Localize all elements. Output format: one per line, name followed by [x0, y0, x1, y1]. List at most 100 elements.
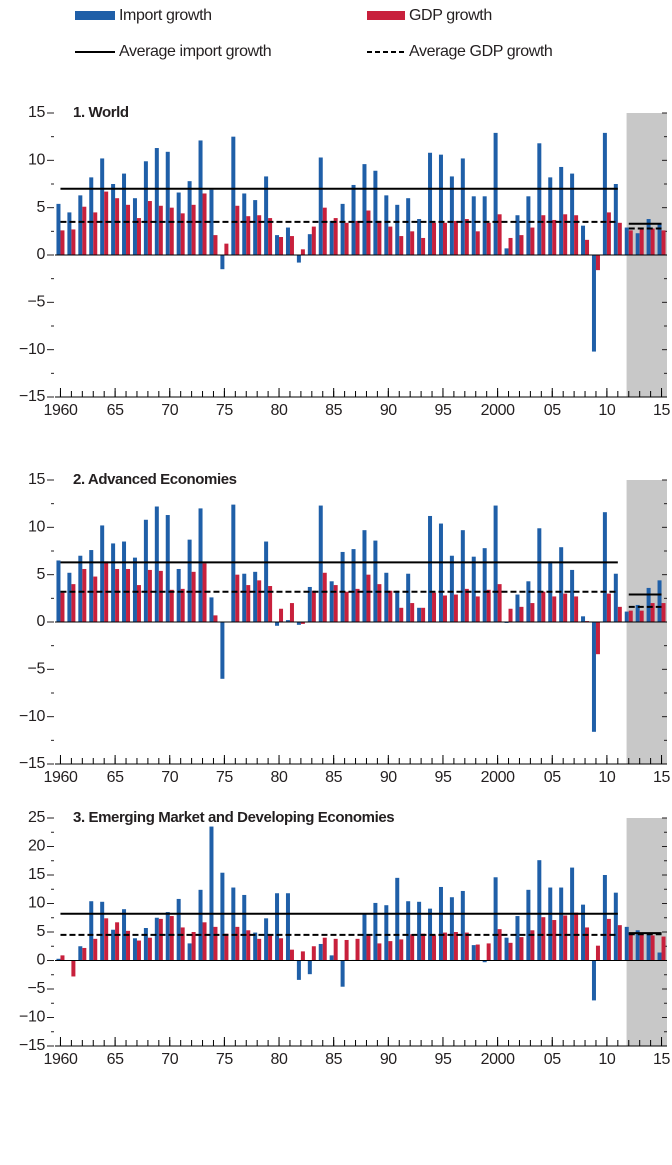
x-tick-label: 1960 — [43, 769, 77, 786]
bar — [574, 215, 579, 255]
x-tick-label: 65 — [107, 1051, 124, 1068]
panel-title: 2. Advanced Economies — [73, 471, 237, 488]
bar — [617, 925, 622, 961]
legend-label: Import growth — [119, 7, 212, 24]
bar — [475, 944, 480, 961]
bar — [537, 528, 542, 622]
bar — [289, 603, 294, 622]
bar — [253, 200, 258, 255]
x-tick-label: 05 — [544, 769, 561, 786]
bar — [246, 585, 251, 622]
bar — [340, 960, 345, 987]
bar — [93, 212, 98, 255]
bar — [279, 237, 284, 255]
bar — [136, 940, 141, 961]
bar — [449, 176, 454, 255]
bar — [165, 151, 170, 255]
bar — [329, 955, 334, 961]
bar — [198, 140, 203, 255]
bar — [388, 590, 393, 622]
bar — [78, 946, 83, 961]
bar — [606, 593, 611, 622]
bar — [519, 937, 524, 961]
bar — [100, 525, 105, 622]
bar — [126, 204, 131, 255]
bar — [581, 904, 586, 961]
bar — [395, 204, 400, 255]
panel-title: 3. Emerging Market and Developing Econom… — [73, 809, 394, 826]
legend-swatch — [367, 11, 405, 20]
legend-label: Average GDP growth — [409, 43, 552, 60]
bar — [104, 191, 109, 255]
bar — [307, 586, 312, 622]
x-tick-label: 10 — [598, 1051, 615, 1068]
bar — [264, 541, 269, 622]
bar — [235, 926, 240, 961]
y-tick-label: −10 — [19, 1009, 45, 1026]
bar — [432, 222, 437, 255]
bar — [526, 581, 531, 622]
bar — [438, 523, 443, 622]
bar — [307, 960, 312, 975]
bar — [275, 235, 280, 255]
bar — [530, 603, 535, 622]
bar — [591, 960, 596, 1001]
bar — [351, 184, 356, 255]
y-tick-label: −15 — [19, 388, 45, 405]
bar — [438, 154, 443, 255]
bar — [602, 512, 607, 622]
bar — [122, 173, 127, 255]
x-tick-label: 2000 — [481, 402, 515, 419]
x-tick-label: 2000 — [481, 1051, 515, 1068]
bar — [71, 960, 76, 977]
bar — [231, 136, 236, 255]
y-tick-label: −5 — [28, 661, 46, 678]
bar — [635, 930, 640, 961]
bar — [595, 622, 600, 655]
x-tick-label: 70 — [161, 1051, 178, 1068]
bar — [377, 943, 382, 961]
bar — [563, 593, 568, 622]
bar — [82, 206, 87, 255]
bar — [384, 195, 389, 255]
bar — [300, 622, 305, 624]
bar — [453, 932, 458, 961]
x-tick-label: 90 — [380, 402, 397, 419]
bar — [67, 212, 72, 255]
bar — [333, 218, 338, 255]
bar — [661, 603, 666, 622]
x-tick-label: 95 — [434, 769, 451, 786]
bar — [176, 568, 181, 622]
bar — [180, 927, 185, 961]
bar — [377, 584, 382, 622]
bar — [351, 549, 356, 622]
x-tick-label: 75 — [216, 402, 233, 419]
bar — [220, 872, 225, 961]
bar — [100, 901, 105, 961]
bar — [253, 932, 258, 961]
bar — [187, 943, 192, 961]
bar — [93, 576, 98, 622]
bar — [333, 585, 338, 622]
x-tick-label: 75 — [216, 1051, 233, 1068]
bar — [329, 581, 334, 622]
x-tick-label: 1960 — [43, 402, 77, 419]
bar — [541, 917, 546, 961]
bar — [264, 918, 269, 961]
bar — [570, 173, 575, 255]
bar — [373, 902, 378, 961]
bar — [56, 203, 61, 255]
bar — [384, 572, 389, 622]
bar — [453, 594, 458, 622]
bar — [143, 928, 148, 961]
bar — [202, 922, 207, 961]
bar — [285, 893, 290, 961]
bar — [89, 901, 94, 961]
bar — [198, 508, 203, 622]
bar — [417, 607, 422, 622]
bar — [311, 946, 316, 961]
bar — [377, 220, 382, 255]
bar — [410, 231, 415, 255]
x-tick-label: 90 — [380, 769, 397, 786]
x-tick-label: 15 — [653, 1051, 670, 1068]
